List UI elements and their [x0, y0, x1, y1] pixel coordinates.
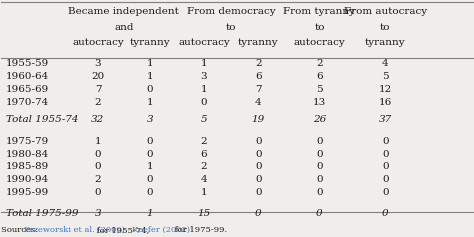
Text: 0: 0: [382, 162, 389, 171]
Text: autocracy: autocracy: [72, 38, 124, 47]
Text: 1970-74: 1970-74: [6, 97, 49, 106]
Text: to: to: [380, 23, 391, 32]
Text: 1965-69: 1965-69: [6, 85, 49, 94]
Text: tyranny: tyranny: [238, 38, 279, 47]
Text: 1: 1: [146, 162, 153, 171]
Text: for 1955-74,: for 1955-74,: [94, 226, 152, 234]
Text: 1990-94: 1990-94: [6, 175, 49, 184]
Text: 0: 0: [316, 209, 323, 218]
Text: 32: 32: [91, 114, 105, 123]
Text: autocracy: autocracy: [178, 38, 230, 47]
Text: 0: 0: [146, 85, 153, 94]
Text: 1985-89: 1985-89: [6, 162, 49, 171]
Text: and: and: [114, 23, 134, 32]
Text: 0: 0: [316, 137, 323, 146]
Text: 0: 0: [255, 137, 262, 146]
Text: 37: 37: [379, 114, 392, 123]
Text: autocracy: autocracy: [293, 38, 346, 47]
Text: 0: 0: [382, 150, 389, 159]
Text: 1: 1: [146, 209, 153, 218]
Text: 1995-99: 1995-99: [6, 188, 49, 197]
Text: 0: 0: [316, 150, 323, 159]
Text: 6: 6: [255, 72, 262, 81]
Text: 1: 1: [201, 85, 207, 94]
Text: From tyranny: From tyranny: [283, 7, 356, 16]
Text: 0: 0: [201, 97, 207, 106]
Text: 7: 7: [255, 85, 262, 94]
Text: 16: 16: [379, 97, 392, 106]
Text: 2: 2: [95, 97, 101, 106]
Text: 0: 0: [316, 175, 323, 184]
Text: 0: 0: [255, 209, 262, 218]
Text: Total 1975-99: Total 1975-99: [6, 209, 79, 218]
Text: Became independent: Became independent: [68, 7, 179, 16]
Text: 1: 1: [146, 97, 153, 106]
Text: 0: 0: [382, 175, 389, 184]
Text: 0: 0: [146, 137, 153, 146]
Text: 1: 1: [146, 59, 153, 68]
Text: 3: 3: [146, 114, 153, 123]
Text: 3: 3: [201, 72, 207, 81]
Text: 6: 6: [201, 150, 207, 159]
Text: 4: 4: [201, 175, 207, 184]
Text: for 1975-99.: for 1975-99.: [172, 226, 227, 234]
Text: 0: 0: [316, 162, 323, 171]
Text: 1: 1: [95, 137, 101, 146]
Text: 0: 0: [255, 188, 262, 197]
Text: 2: 2: [255, 59, 262, 68]
Text: 1960-64: 1960-64: [6, 72, 49, 81]
Text: 1: 1: [201, 188, 207, 197]
Text: 0: 0: [146, 175, 153, 184]
Text: 5: 5: [316, 85, 323, 94]
Text: 2: 2: [316, 59, 323, 68]
Text: 19: 19: [252, 114, 265, 123]
Text: to: to: [226, 23, 237, 32]
Text: 3: 3: [95, 59, 101, 68]
Text: 2: 2: [201, 162, 207, 171]
Text: tyranny: tyranny: [365, 38, 406, 47]
Text: Sources:: Sources:: [1, 226, 41, 234]
Text: 1955-59: 1955-59: [6, 59, 49, 68]
Text: 1975-79: 1975-79: [6, 137, 49, 146]
Text: 1980-84: 1980-84: [6, 150, 49, 159]
Text: 0: 0: [255, 162, 262, 171]
Text: From autocracy: From autocracy: [344, 7, 427, 16]
Text: 1: 1: [146, 72, 153, 81]
Text: 0: 0: [146, 150, 153, 159]
Text: 0: 0: [382, 209, 389, 218]
Text: 13: 13: [313, 97, 326, 106]
Text: 4: 4: [382, 59, 389, 68]
Text: 26: 26: [313, 114, 326, 123]
Text: 0: 0: [255, 150, 262, 159]
Text: 4: 4: [255, 97, 262, 106]
Text: to: to: [314, 23, 325, 32]
Text: 7: 7: [95, 85, 101, 94]
Text: 0: 0: [382, 137, 389, 146]
Text: 0: 0: [95, 188, 101, 197]
Text: 20: 20: [91, 72, 105, 81]
Text: 2: 2: [95, 175, 101, 184]
Text: 6: 6: [316, 72, 323, 81]
Text: tyranny: tyranny: [129, 38, 170, 47]
Text: 0: 0: [316, 188, 323, 197]
Text: 12: 12: [379, 85, 392, 94]
Text: 0: 0: [382, 188, 389, 197]
Text: 5: 5: [201, 114, 207, 123]
Text: Keefer (2002): Keefer (2002): [132, 226, 191, 234]
Text: Total 1955-74: Total 1955-74: [6, 114, 79, 123]
Text: 15: 15: [197, 209, 210, 218]
Text: 0: 0: [95, 162, 101, 171]
Text: 3: 3: [95, 209, 101, 218]
Text: 2: 2: [201, 137, 207, 146]
Text: Przeworski et al. (2000): Przeworski et al. (2000): [24, 226, 125, 234]
Text: 0: 0: [255, 175, 262, 184]
Text: 5: 5: [382, 72, 389, 81]
Text: 0: 0: [95, 150, 101, 159]
Text: 1: 1: [201, 59, 207, 68]
Text: From democracy: From democracy: [187, 7, 275, 16]
Text: 0: 0: [146, 188, 153, 197]
